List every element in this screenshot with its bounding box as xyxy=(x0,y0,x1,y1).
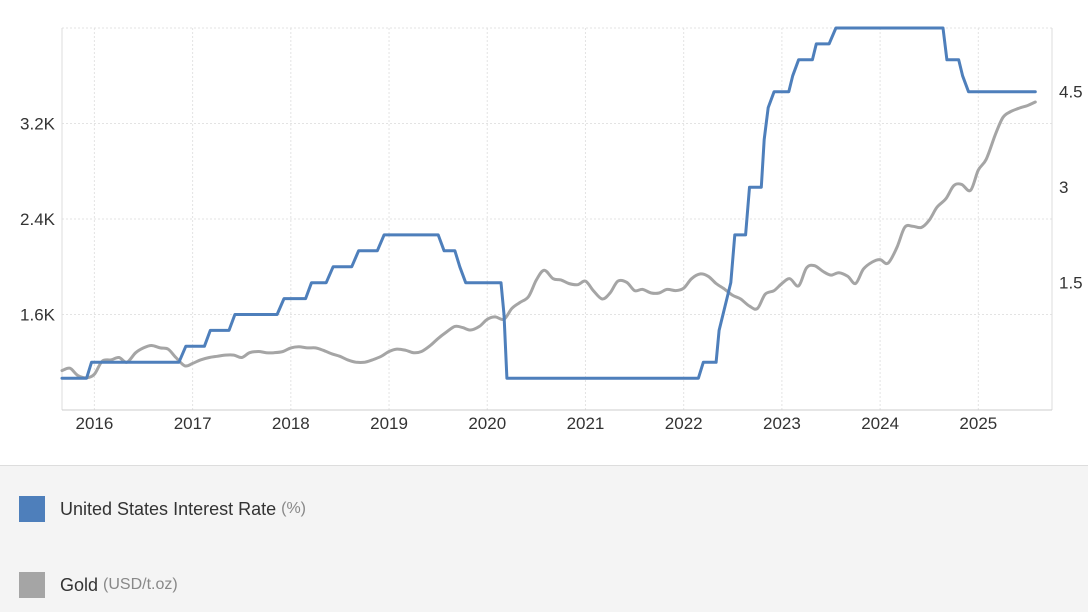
x-tick-label-2024: 2024 xyxy=(861,414,899,433)
interest-rate-line xyxy=(60,26,1037,380)
x-tick-label-2016: 2016 xyxy=(75,414,113,433)
y-left-tick-label-2: 3.2K xyxy=(20,115,56,134)
x-tick-label-2018: 2018 xyxy=(272,414,310,433)
x-tick-label-2017: 2017 xyxy=(174,414,212,433)
x-tick-label-2025: 2025 xyxy=(959,414,997,433)
legend-item-interest-rate[interactable]: United States Interest Rate (%) xyxy=(19,496,306,522)
y-right-tick-label-0: 1.5 xyxy=(1059,274,1083,293)
x-tick-label-2019: 2019 xyxy=(370,414,408,433)
x-tick-label-2020: 2020 xyxy=(468,414,506,433)
legend-swatch-gold xyxy=(19,572,45,598)
y-left-tick-label-0: 1.6K xyxy=(20,306,56,325)
legend-label-interest-rate: United States Interest Rate xyxy=(60,498,277,519)
legend-unit-gold: (USD/t.oz) xyxy=(103,576,178,593)
x-tick-label-2023: 2023 xyxy=(763,414,801,433)
gold-line xyxy=(60,100,1037,380)
chart-area: 2016 2017 2018 2019 2020 2021 2022 2023 2024 2025… xyxy=(20,26,1083,433)
y-right-tick-label-2: 4.5 xyxy=(1059,83,1083,102)
x-tick-label-2022: 2022 xyxy=(665,414,703,433)
legend-swatch-interest-rate xyxy=(19,496,45,522)
legend-unit-interest-rate: (%) xyxy=(281,500,307,517)
legend-item-gold[interactable]: Gold (USD/t.oz) xyxy=(19,572,178,598)
line-chart: 2016 2017 2018 2019 2020 2021 2022 2023 2024 2025… xyxy=(20,26,1083,433)
y-right-tick-label-1: 3 xyxy=(1059,178,1068,197)
legend: United States Interest Rate (%) Gold (US… xyxy=(0,465,1088,612)
x-tick-label-2021: 2021 xyxy=(567,414,605,433)
legend-label-gold: Gold xyxy=(60,574,99,595)
y-left-tick-label-1: 2.4K xyxy=(20,210,56,229)
